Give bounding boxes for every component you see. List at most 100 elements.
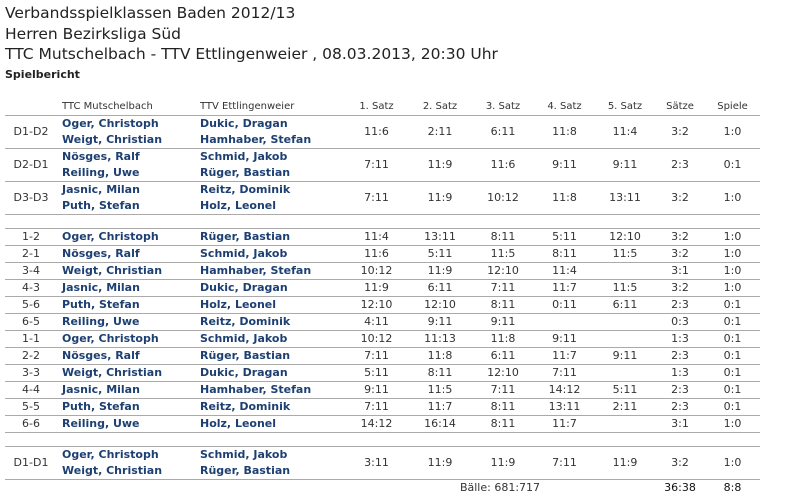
- set-score: 7:11: [472, 381, 534, 399]
- set-score: 12:10: [472, 262, 534, 280]
- set-score: 9:11: [534, 148, 595, 182]
- position: D3-D3: [5, 181, 57, 215]
- set-score: 11:4: [345, 228, 408, 246]
- set-score: [534, 313, 595, 331]
- set-score: 11:5: [472, 245, 534, 263]
- player: Nösges, Ralf: [62, 349, 140, 362]
- header-cell: 4. Satz: [534, 99, 595, 116]
- set-score: 8:11: [472, 415, 534, 433]
- set-score: 11:7: [408, 398, 472, 416]
- set-score: 10:12: [345, 262, 408, 280]
- player: Jasnic, Milan: [62, 383, 140, 396]
- set-score: 8:11: [472, 228, 534, 246]
- set-score: 11:5: [595, 279, 655, 297]
- position: D1-D1: [5, 446, 57, 480]
- player: Nösges, Ralf: [62, 247, 140, 260]
- position: 3-3: [5, 364, 57, 382]
- set-score: 9:11: [472, 313, 534, 331]
- home-players: Oger, Christoph Weigt, Christian: [57, 115, 195, 149]
- away-players: Hamhaber, Stefan: [195, 381, 345, 399]
- player: Weigt, Christian: [62, 464, 163, 477]
- spacer: [5, 214, 760, 229]
- report-table: TTC Mutschelbach TTV Ettlingenweier 1. Sat…: [5, 99, 760, 492]
- home-players: Nösges, Ralf: [57, 347, 195, 365]
- set-score: 8:11: [472, 398, 534, 416]
- games-result: 1:0: [705, 181, 760, 215]
- away-players: Holz, Leonel: [195, 415, 345, 433]
- games-result: 1:0: [705, 245, 760, 263]
- set-score: 5:11: [345, 364, 408, 382]
- player: Rüger, Bastian: [200, 230, 291, 243]
- set-score: 11:4: [595, 115, 655, 149]
- games-result: 0:1: [705, 398, 760, 416]
- blank: [5, 480, 345, 492]
- set-score: 11:8: [408, 347, 472, 365]
- sets-result: 2:3: [655, 296, 705, 314]
- header-cell: TTC Mutschelbach: [57, 99, 195, 116]
- position: 1-2: [5, 228, 57, 246]
- sets-result: 2:3: [655, 148, 705, 182]
- player: Dukic, Dragan: [200, 366, 288, 379]
- match-row: 3-4 Weigt, Christian Hamhaber, Stefan 10:12…: [5, 262, 760, 280]
- sets-result: 1:3: [655, 364, 705, 382]
- player: Nösges, Ralf: [62, 150, 140, 163]
- set-score: 11:9: [408, 262, 472, 280]
- set-score: 11:7: [534, 347, 595, 365]
- player: Puth, Stefan: [62, 298, 140, 311]
- home-players: Jasnic, Milan: [57, 279, 195, 297]
- player: Weigt, Christian: [62, 366, 163, 379]
- header-cell: 5. Satz: [595, 99, 655, 116]
- set-score: 9:11: [534, 330, 595, 348]
- set-score: [595, 262, 655, 280]
- set-score: 5:11: [595, 381, 655, 399]
- match-row: 5-6 Puth, Stefan Holz, Leonel 12:10 12:10 8:1…: [5, 296, 760, 314]
- set-score: 7:11: [345, 181, 408, 215]
- home-players: Oger, Christoph: [57, 330, 195, 348]
- set-score: 11:5: [595, 245, 655, 263]
- player: Reitz, Dominik: [200, 315, 291, 328]
- set-score: 11:9: [345, 279, 408, 297]
- sets-result: 2:3: [655, 347, 705, 365]
- player: Schmid, Jakob: [200, 332, 288, 345]
- set-score: [595, 415, 655, 433]
- sets-result: 3:2: [655, 181, 705, 215]
- set-score: 11:8: [534, 115, 595, 149]
- player: Oger, Christoph: [62, 448, 159, 461]
- set-score: 11:5: [408, 381, 472, 399]
- player: Holz, Leonel: [200, 298, 277, 311]
- player: Reiling, Uwe: [62, 417, 140, 430]
- sets-result: 3:2: [655, 115, 705, 149]
- position: 5-5: [5, 398, 57, 416]
- header-line: Verbandsspielklassen Baden 2012/13: [5, 4, 296, 22]
- set-score: 2:11: [408, 115, 472, 149]
- match-row: 2-2 Nösges, Ralf Rüger, Bastian 7:11 11:8 6:1…: [5, 347, 760, 365]
- match-row: 6-6 Reiling, Uwe Holz, Leonel 14:12 16:14 8:1…: [5, 415, 760, 433]
- player: Hamhaber, Stefan: [200, 133, 312, 146]
- set-score: 5:11: [534, 228, 595, 246]
- sets-result: 3:1: [655, 415, 705, 433]
- sets-result: 1:3: [655, 330, 705, 348]
- match-row: D1-D2 Oger, Christoph Weigt, Christian Duki…: [5, 115, 760, 149]
- header-cell: 3. Satz: [472, 99, 534, 116]
- away-players: Rüger, Bastian: [195, 347, 345, 365]
- set-score: 11:13: [408, 330, 472, 348]
- set-score: 13:11: [534, 398, 595, 416]
- match-row: 5-5 Puth, Stefan Reitz, Dominik 7:11 11:7 8:1…: [5, 398, 760, 416]
- set-score: [595, 364, 655, 382]
- away-players: Dukic, Dragan: [195, 364, 345, 382]
- spacer-row: [5, 214, 760, 229]
- games-result: 0:1: [705, 313, 760, 331]
- position: 4-4: [5, 381, 57, 399]
- games-result: 0:1: [705, 381, 760, 399]
- games-result: 0:1: [705, 296, 760, 314]
- player: Reitz, Dominik: [200, 400, 291, 413]
- player: Hamhaber, Stefan: [200, 383, 312, 396]
- player: Oger, Christoph: [62, 230, 159, 243]
- set-score: 12:10: [472, 364, 534, 382]
- away-players: Reitz, Dominik: [195, 313, 345, 331]
- set-score: 7:11: [345, 148, 408, 182]
- balls-total: Bälle: 681:717: [459, 481, 541, 492]
- set-score: 7:11: [345, 398, 408, 416]
- set-score: [595, 313, 655, 331]
- match-row: 6-5 Reiling, Uwe Reitz, Dominik 4:11 9:11 9:1…: [5, 313, 760, 331]
